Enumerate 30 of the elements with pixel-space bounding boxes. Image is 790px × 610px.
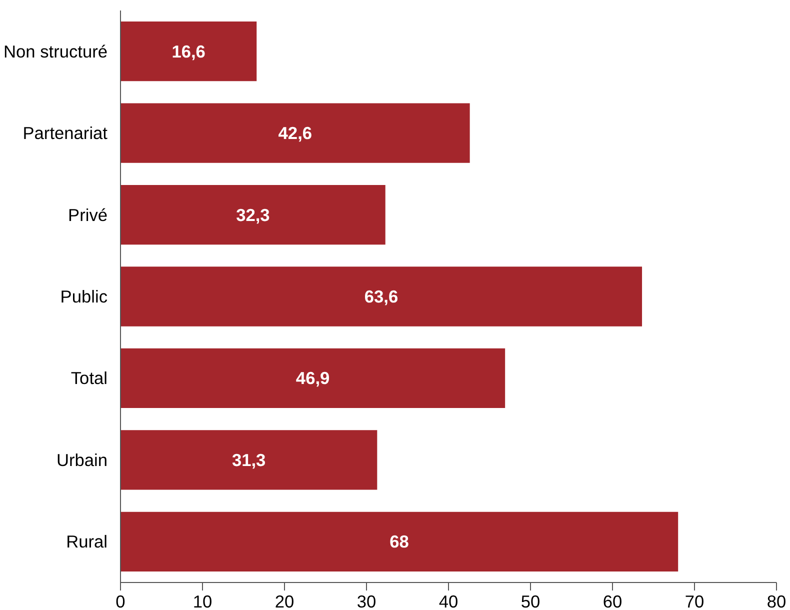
data-label: 31,3 bbox=[232, 450, 266, 470]
x-tick-label: 40 bbox=[438, 592, 458, 610]
y-tick-label: Privé bbox=[68, 204, 108, 225]
x-tick-label: 80 bbox=[766, 592, 786, 610]
data-label: 42,6 bbox=[278, 123, 312, 144]
bar bbox=[120, 184, 386, 245]
bar bbox=[120, 266, 642, 326]
bar bbox=[120, 512, 678, 572]
y-tick-label: Total bbox=[70, 368, 108, 388]
data-label: 68 bbox=[390, 532, 410, 552]
y-tick-label: Public bbox=[60, 286, 108, 306]
data-label: 46,9 bbox=[296, 368, 330, 388]
data-label: 32,3 bbox=[236, 204, 270, 225]
data-label: 16,6 bbox=[172, 41, 206, 62]
x-tick-label: 10 bbox=[192, 592, 212, 610]
x-tick-label: 0 bbox=[116, 592, 126, 610]
y-tick-label: Rural bbox=[66, 532, 108, 552]
data-label: 63,6 bbox=[364, 286, 398, 306]
bar bbox=[120, 22, 257, 82]
y-tick-label: Urbain bbox=[56, 450, 108, 470]
x-tick-label: 50 bbox=[520, 592, 540, 610]
x-tick-label: 20 bbox=[274, 592, 294, 610]
bar bbox=[120, 348, 506, 408]
x-tick-label: 70 bbox=[684, 592, 704, 610]
x-tick-label: 30 bbox=[356, 592, 376, 610]
y-tick-label: Non structuré bbox=[3, 41, 108, 62]
x-tick-label: 60 bbox=[602, 592, 622, 610]
y-tick-label: Partenariat bbox=[22, 123, 108, 144]
bar bbox=[120, 103, 470, 163]
bar bbox=[120, 430, 378, 490]
